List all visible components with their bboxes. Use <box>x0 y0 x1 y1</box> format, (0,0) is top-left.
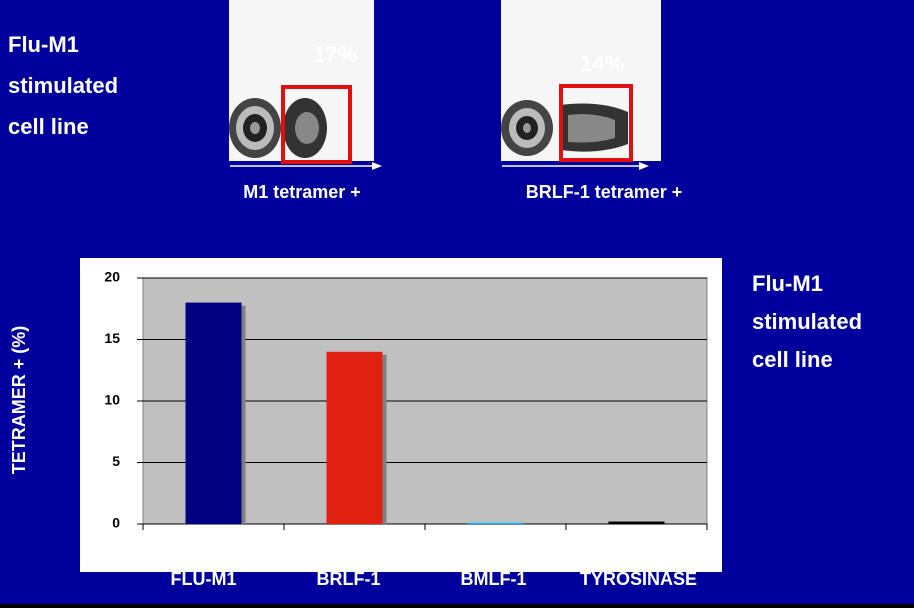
flow-plot <box>501 0 661 170</box>
left-label: stimulated <box>8 73 118 98</box>
panel-percent: 14% <box>580 51 624 76</box>
left-label: cell line <box>8 114 89 139</box>
panel-label: M1 tetramer + <box>243 182 361 202</box>
panel-percent: 17% <box>313 42 357 67</box>
flow-plot <box>229 0 382 170</box>
y-tick-label: 15 <box>104 330 120 346</box>
x-tick-label: BMLF-1 <box>461 569 527 589</box>
bar <box>467 522 524 524</box>
left-label: Flu-M1 <box>8 32 79 57</box>
x-tick-label: FLU-M1 <box>171 569 237 589</box>
y-tick-label: 10 <box>104 392 120 408</box>
x-tick-label: TYROSINASE <box>580 569 697 589</box>
bar <box>608 521 665 524</box>
x-tick-label: BRLF-1 <box>317 569 381 589</box>
y-axis-label: TETRAMER + (%) <box>9 326 29 475</box>
panel-label: BRLF-1 tetramer + <box>526 182 683 202</box>
bottom-strip <box>0 604 914 608</box>
bar <box>185 302 242 524</box>
right-label: cell line <box>752 347 833 372</box>
right-label: stimulated <box>752 309 862 334</box>
right-label: Flu-M1 <box>752 271 823 296</box>
y-tick-label: 0 <box>112 515 120 531</box>
y-tick-label: 20 <box>104 269 120 285</box>
y-tick-label: 5 <box>112 453 120 469</box>
bar <box>326 351 383 524</box>
